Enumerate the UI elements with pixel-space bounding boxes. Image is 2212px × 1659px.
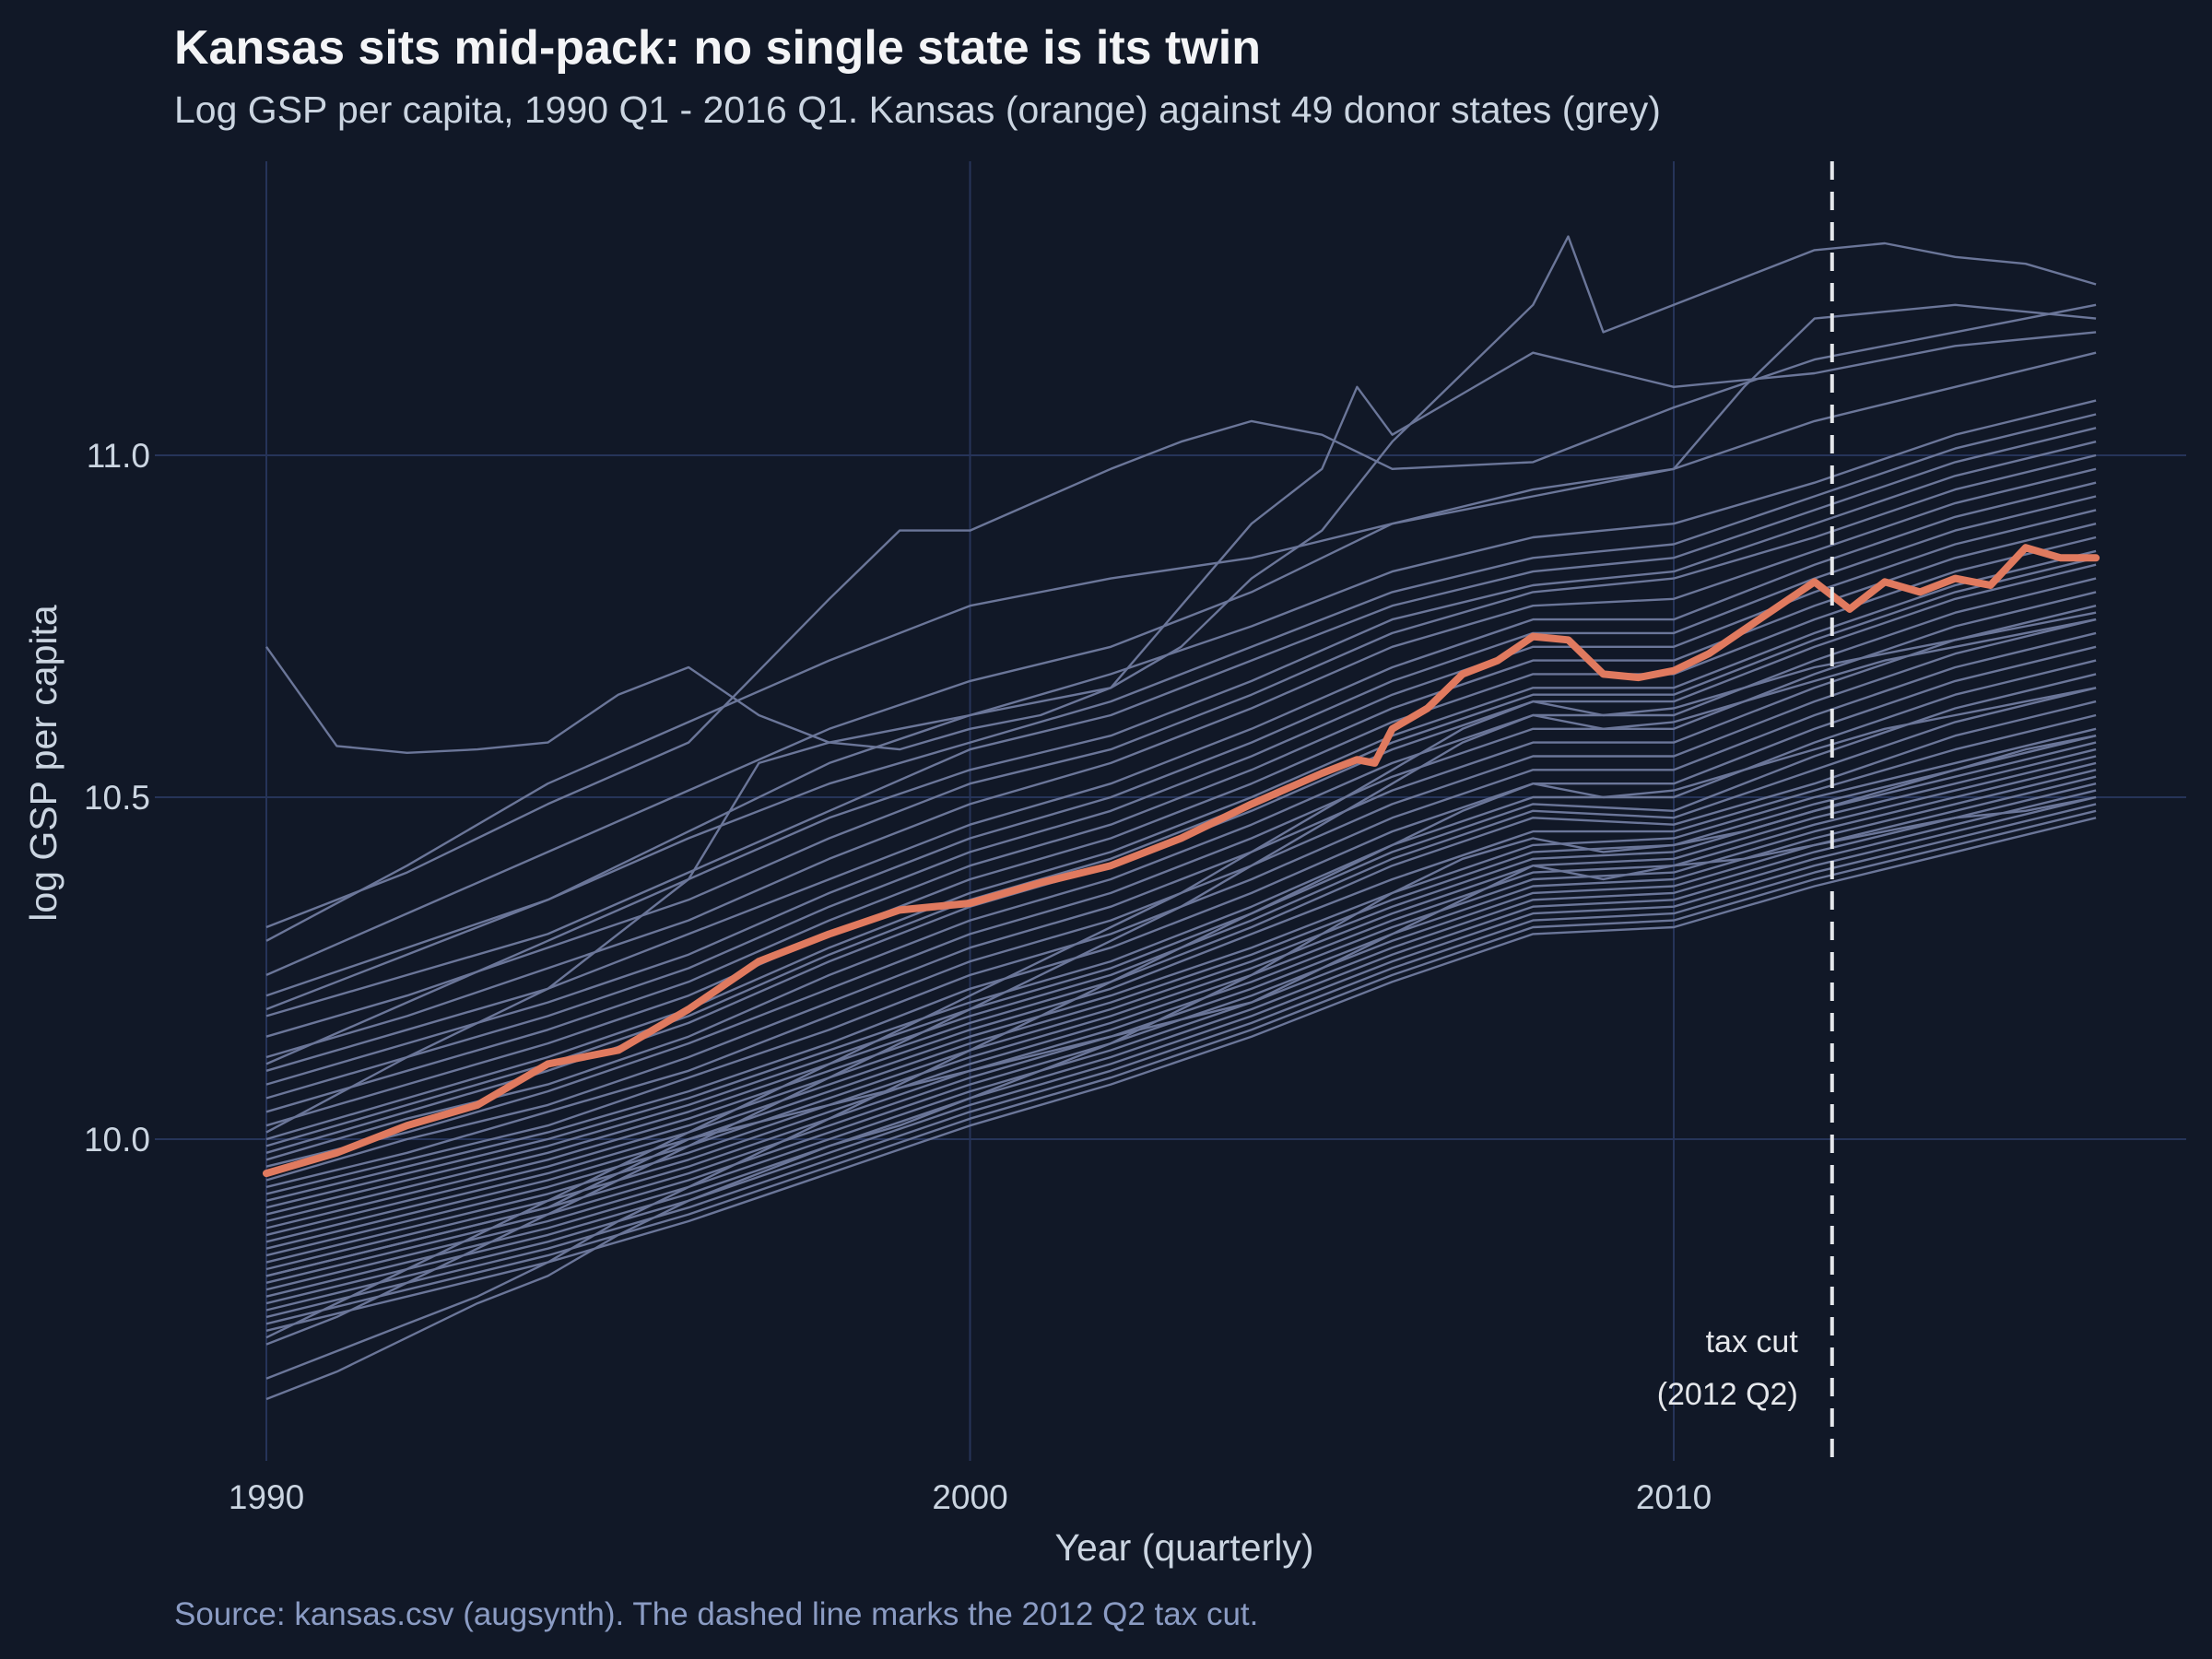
donor-state-line-14 bbox=[265, 549, 2097, 1141]
donor-state-line-16 bbox=[265, 577, 2097, 1161]
donor-state-line-3 bbox=[265, 303, 2097, 942]
donor-state-line-10 bbox=[265, 495, 2097, 1086]
donor-state-line-21 bbox=[265, 645, 2097, 1202]
tax-cut-annotation-line2: (2012 Q2) bbox=[1657, 1377, 1798, 1412]
donor-state-line-6 bbox=[265, 427, 2097, 1018]
y-axis-ticks: 10.0 10.5 11.0 bbox=[84, 437, 150, 1159]
x-tick-label-0: 1990 bbox=[229, 1478, 304, 1516]
donor-state-line-18 bbox=[265, 605, 2097, 1182]
donor-state-line-36 bbox=[265, 789, 2097, 1305]
donor-state-line-42 bbox=[265, 618, 2097, 1346]
donor-state-line-13 bbox=[265, 535, 2097, 1127]
donor-state-line-8 bbox=[265, 467, 2097, 1059]
donor-state-line-40 bbox=[265, 817, 2097, 1332]
donor-state-line-22 bbox=[265, 659, 2097, 1209]
kansas-line bbox=[263, 544, 2100, 1178]
donor-state-line-44 bbox=[265, 735, 2097, 1401]
chart-subtitle: Log GSP per capita, 1990 Q1 - 2016 Q1. K… bbox=[174, 88, 1661, 131]
x-axis-ticks: 1990 2000 2010 bbox=[229, 1478, 1712, 1516]
donor-state-line-41 bbox=[265, 611, 2097, 1339]
donor-state-line-45 bbox=[265, 795, 2097, 1277]
x-axis-label: Year (quarterly) bbox=[1054, 1526, 1313, 1569]
donor-state-line-43 bbox=[265, 687, 2097, 1380]
kansas-series-group bbox=[263, 544, 2100, 1178]
donor-state-line-4 bbox=[265, 351, 2097, 976]
donor-state-line-46 bbox=[265, 331, 2097, 1134]
donor-state-line-7 bbox=[265, 453, 2097, 1038]
donor-state-line-17 bbox=[265, 591, 2097, 1168]
donor-state-line-12 bbox=[265, 523, 2097, 1113]
donor-state-line-35 bbox=[265, 782, 2097, 1298]
y-tick-label-1: 10.5 bbox=[84, 779, 150, 817]
y-tick-label-2: 11.0 bbox=[87, 437, 150, 475]
donor-state-line-28 bbox=[265, 735, 2097, 1250]
donor-state-line-33 bbox=[265, 769, 2097, 1284]
donor-state-line-27 bbox=[265, 727, 2097, 1243]
grid-lines bbox=[155, 161, 2186, 1461]
donor-state-line-25 bbox=[265, 700, 2097, 1230]
donor-state-line-30 bbox=[265, 747, 2097, 1264]
y-tick-label-0: 10.0 bbox=[84, 1121, 150, 1159]
donor-state-line-26 bbox=[265, 713, 2097, 1237]
donor-state-line-23 bbox=[265, 673, 2097, 1216]
donor-state-line-1 bbox=[265, 235, 2097, 754]
donor-state-line-20 bbox=[265, 631, 2097, 1195]
donor-state-line-48 bbox=[265, 441, 2097, 1065]
tax-cut-annotation-line1: tax cut bbox=[1706, 1324, 1799, 1359]
y-axis-label: log GSP per capita bbox=[22, 605, 65, 922]
chart-title: Kansas sits mid-pack: no single state is… bbox=[174, 21, 1261, 75]
donor-state-line-37 bbox=[265, 795, 2097, 1312]
donor-state-line-47 bbox=[265, 413, 2097, 1011]
donor-state-line-2 bbox=[265, 303, 2097, 929]
donor-state-line-9 bbox=[265, 481, 2097, 1072]
donor-state-line-32 bbox=[265, 761, 2097, 1277]
x-tick-label-1: 2000 bbox=[932, 1478, 1007, 1516]
chart-caption: Source: kansas.csv (augsynth). The dashe… bbox=[174, 1596, 1259, 1632]
donor-series-group bbox=[265, 235, 2097, 1401]
donor-state-line-31 bbox=[265, 755, 2097, 1271]
donor-state-line-38 bbox=[265, 803, 2097, 1319]
x-tick-label-2: 2010 bbox=[1636, 1478, 1712, 1516]
